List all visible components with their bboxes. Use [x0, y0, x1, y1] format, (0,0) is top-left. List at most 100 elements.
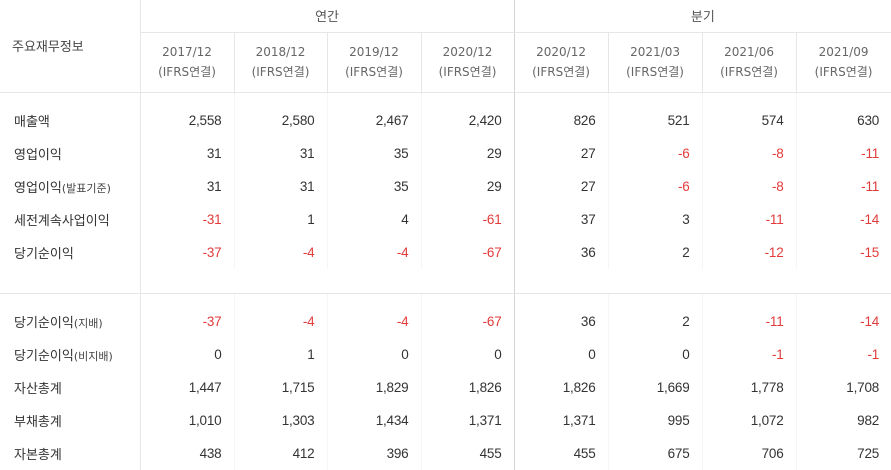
- table-cell: 2,420: [421, 92, 515, 137]
- table-cell: 31: [140, 137, 235, 170]
- row-label: 자본총계: [0, 437, 141, 470]
- period-header-1: 2018/12 (IFRS연결): [234, 32, 328, 93]
- table-cell: 1,826: [514, 371, 609, 404]
- row-label-suffix: (지배): [73, 317, 103, 331]
- table-cell: 1,371: [514, 404, 609, 437]
- table-cell: 995: [608, 404, 703, 437]
- table-cell: 2: [608, 293, 703, 338]
- row-label-suffix: (발표기준): [61, 182, 111, 195]
- table-cell: 0: [421, 338, 515, 371]
- table-cell: -67: [421, 293, 515, 338]
- table-cell: 1,303: [234, 404, 328, 437]
- table-cell: 0: [514, 338, 609, 371]
- table-cell: 29: [421, 137, 515, 170]
- row-label-text: 영업이익: [14, 148, 62, 163]
- period-basis: (IFRS연결): [814, 65, 873, 79]
- table-cell: -8: [702, 137, 797, 170]
- table-cell: -11: [861, 179, 880, 194]
- row-label-text: 당기순이익: [14, 349, 74, 364]
- quarterly-group-header: 분기: [514, 0, 891, 33]
- period-header-2: 2019/12 (IFRS연결): [327, 32, 422, 93]
- table-cell: 31: [234, 137, 328, 170]
- period-basis: (IFRS연결): [438, 65, 497, 79]
- table-cell: 2,580: [234, 92, 328, 137]
- table-cell: -14: [860, 314, 880, 330]
- table-cell: 1,371: [421, 404, 515, 437]
- table-cell: 29: [421, 170, 515, 203]
- table-row: 영업이익(발표기준) 31 31 35 29 27 -6 -8 -11: [0, 170, 891, 203]
- row-label: 당기순이익: [0, 236, 141, 269]
- table-cell: -11: [702, 203, 797, 236]
- table-cell: 1,715: [234, 371, 328, 404]
- table-cell: 0: [140, 338, 235, 371]
- row-label: 영업이익(발표기준): [0, 170, 141, 203]
- table-cell: -12: [702, 236, 797, 269]
- table-cell: 725: [857, 446, 880, 461]
- table-cell: 1,708: [846, 380, 880, 395]
- period-date: 2018/12: [255, 45, 306, 59]
- row-label-text: 부채총계: [14, 415, 62, 430]
- table-cell: 4: [327, 203, 422, 236]
- table-row: 부채총계 1,010 1,303 1,434 1,371 1,371 995 1,072 982: [0, 404, 891, 437]
- period-basis: (IFRS연결): [720, 65, 778, 79]
- table-row: 매출액 2,558 2,580 2,467 2,420 826 521 574 630: [0, 92, 891, 137]
- period-header-row: 2017/12 (IFRS연결) 2018/12 (IFRS연결) 2019/12 (IF…: [0, 32, 891, 93]
- row-label: 매출액: [0, 92, 141, 137]
- table-cell: -1: [867, 347, 880, 362]
- table-cell: 1,072: [702, 404, 797, 437]
- table-cell: 37: [514, 203, 609, 236]
- table-cell: 675: [608, 437, 703, 470]
- table-cell: 1,010: [140, 404, 235, 437]
- period-header-0: 2017/12 (IFRS연결): [140, 32, 235, 93]
- table-cell: 27: [514, 170, 609, 203]
- table-cell: 1: [234, 203, 328, 236]
- table-cell: 455: [514, 437, 609, 470]
- row-label-text: 자산총계: [14, 382, 62, 397]
- period-date: 2021/03: [630, 45, 680, 59]
- table-cell: 438: [140, 437, 235, 470]
- row-label: 당기순이익(지배): [0, 293, 141, 338]
- table-cell: 35: [327, 170, 422, 203]
- table-cell: -4: [327, 236, 422, 269]
- period-header-7: 2021/09 (IFRS연결): [796, 32, 891, 93]
- table-cell: 2,467: [327, 92, 422, 137]
- table-cell: 412: [234, 437, 328, 470]
- table-cell: 31: [234, 170, 328, 203]
- row-label: 세전계속사업이익: [0, 203, 141, 236]
- table-cell: 1,669: [608, 371, 703, 404]
- table-row: 당기순이익 -37 -4 -4 -67 36 2 -12 -15: [0, 236, 891, 269]
- table-cell: -14: [860, 212, 880, 227]
- table-cell: 521: [608, 92, 703, 137]
- table-row: 당기순이익(비지배) 0 1 0 0 0 0 -1 -1: [0, 338, 891, 371]
- period-date: 2021/06: [724, 45, 774, 59]
- period-date: 2021/09: [818, 45, 869, 59]
- annual-group-header: 연간: [140, 0, 515, 33]
- period-date: 2020/12: [442, 45, 493, 59]
- row-label-suffix: (비지배): [73, 350, 113, 363]
- table-cell: 1,778: [702, 371, 797, 404]
- row-label-text: 자본총계: [14, 448, 62, 463]
- table-cell: -67: [421, 236, 515, 269]
- table-cell: 2,558: [140, 92, 235, 137]
- table-cell: -6: [608, 137, 703, 170]
- table-cell: 1,826: [421, 371, 515, 404]
- table-cell: 3: [608, 203, 703, 236]
- row-label-text: 당기순이익: [14, 247, 74, 262]
- table-cell: 36: [514, 293, 609, 338]
- period-header-6: 2021/06 (IFRS연결): [702, 32, 797, 93]
- table-row: 영업이익 31 31 35 29 27 -6 -8 -11: [0, 137, 891, 170]
- table-cell: 706: [702, 437, 797, 470]
- table-cell: 826: [514, 92, 609, 137]
- row-label-text: 매출액: [14, 115, 50, 131]
- table-cell: -4: [234, 236, 328, 269]
- table-cell: 630: [857, 113, 880, 129]
- table-cell: -1: [702, 338, 797, 371]
- table-cell: 31: [140, 170, 235, 203]
- table-cell: -37: [140, 293, 235, 338]
- table-cell: -8: [702, 170, 797, 203]
- table-cell: 1,829: [327, 371, 422, 404]
- table-cell: 27: [514, 137, 609, 170]
- row-label-text: 세전계속사업이익: [14, 214, 110, 229]
- table-cell: 36: [514, 236, 609, 269]
- period-basis: (IFRS연결): [626, 65, 684, 79]
